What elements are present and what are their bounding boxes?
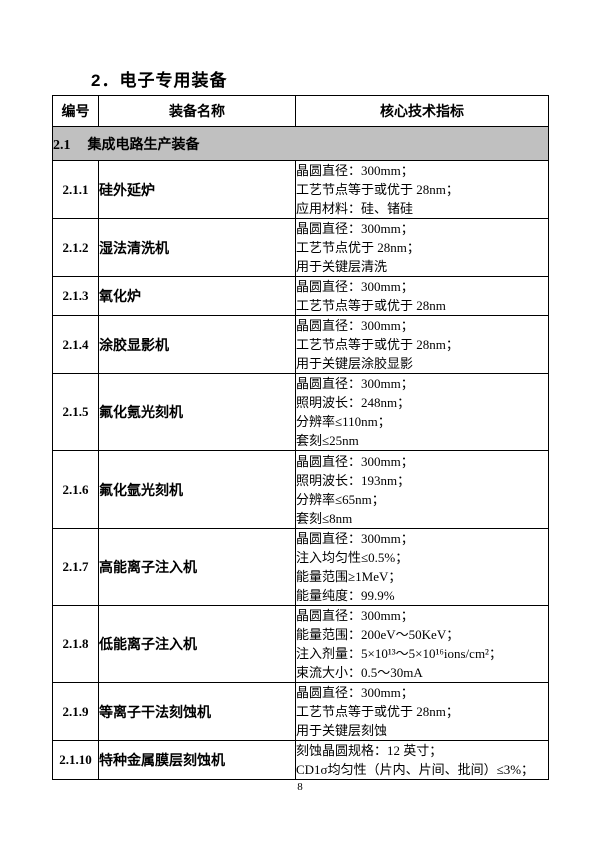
spec-line: 晶圆直径：300mm；	[296, 221, 414, 236]
row-id: 2.1.4	[52, 315, 99, 374]
spec-cell: 晶圆直径：300mm； 工艺节点等于或优于 28nm	[295, 276, 549, 316]
spec-line: 应用材料：硅、锗硅	[296, 201, 414, 216]
spec-cell: 晶圆直径：300mm； 工艺节点等于或优于 28nm； 应用材料：硅、锗硅	[295, 160, 549, 219]
spec-line: 工艺节点优于 28nm；	[296, 240, 420, 255]
spec-line: 分辨率≤65nm；	[296, 491, 385, 507]
spec-line: 能量纯度：99.9%	[296, 588, 395, 603]
spec-cell: 晶圆直径：300mm； 注入均匀性≤0.5%； 能量范围≥1MeV； 能量纯度：…	[295, 528, 549, 606]
spec-line: 工艺节点等于或优于 28nm；	[296, 704, 459, 719]
equipment-name: 低能离子注入机	[98, 605, 296, 683]
spec-line: 用于关键层涂胶显影	[296, 356, 414, 371]
row-id: 2.1.8	[52, 605, 99, 683]
spec-line: 刻蚀晶圆规格：12 英寸；	[296, 743, 443, 758]
equipment-name: 硅外延炉	[98, 160, 296, 219]
table-row: 2.1.7 高能离子注入机 晶圆直径：300mm； 注入均匀性≤0.5%； 能量…	[52, 528, 549, 606]
table-row: 2.1.8 低能离子注入机 晶圆直径：300mm； 能量范围：200eV～50K…	[52, 605, 549, 683]
column-header-name: 装备名称	[98, 95, 296, 127]
spec-line: 套刻≤8nm	[296, 510, 353, 526]
section-label: 集成电路生产装备	[87, 135, 200, 152]
table-row: 2.1.2 湿法清洗机 晶圆直径：300mm； 工艺节点优于 28nm； 用于关…	[52, 218, 549, 277]
row-id: 2.1.1	[52, 160, 99, 219]
spec-line: 用于关键层刻蚀	[296, 723, 388, 738]
spec-line: 工艺节点等于或优于 28nm	[296, 298, 446, 313]
equipment-name: 高能离子注入机	[98, 528, 296, 606]
equipment-table: 编号 装备名称 核心技术指标 2.1 集成电路生产装备 2.1.1 硅外延炉 晶圆…	[52, 95, 549, 780]
spec-line: 晶圆直径：300mm；	[296, 163, 414, 178]
spec-line: 工艺节点等于或优于 28nm；	[296, 337, 459, 352]
spec-cell: 晶圆直径：300mm； 照明波长：193nm； 分辨率≤65nm； 套刻≤8nm	[295, 450, 549, 529]
equipment-name: 特种金属膜层刻蚀机	[98, 740, 296, 780]
row-id: 2.1.3	[52, 276, 99, 316]
table-row: 2.1.6 氟化氩光刻机 晶圆直径：300mm； 照明波长：193nm； 分辨率…	[52, 450, 549, 529]
table-header-row: 编号 装备名称 核心技术指标	[52, 95, 549, 127]
spec-line: CD1σ均匀性（片内、片间、批间）≤3%；	[296, 762, 535, 777]
spec-line: 晶圆直径：300mm；	[296, 453, 414, 469]
spec-cell: 刻蚀晶圆规格：12 英寸； CD1σ均匀性（片内、片间、批间）≤3%；	[295, 740, 549, 780]
equipment-name: 氟化氪光刻机	[98, 373, 296, 451]
spec-line: 注入剂量：5×10¹³～5×10¹⁶ions/cm²；	[296, 646, 502, 661]
spec-line: 套刻≤25nm	[296, 433, 359, 448]
section-cell: 2.1 集成电路生产装备	[52, 126, 549, 161]
spec-line: 能量范围≥1MeV；	[296, 569, 402, 584]
spec-line: 束流大小：0.5～30mA	[296, 665, 423, 680]
row-id: 2.1.10	[52, 740, 99, 780]
spec-line: 晶圆直径：300mm；	[296, 608, 414, 623]
row-id: 2.1.9	[52, 682, 99, 741]
spec-line: 晶圆直径：300mm；	[296, 685, 414, 700]
section-id: 2.1	[53, 137, 71, 153]
table-row: 2.1.3 氧化炉 晶圆直径：300mm； 工艺节点等于或优于 28nm	[52, 276, 549, 316]
spec-cell: 晶圆直径：300mm； 工艺节点等于或优于 28nm； 用于关键层刻蚀	[295, 682, 549, 741]
row-id: 2.1.6	[52, 450, 99, 529]
row-id: 2.1.5	[52, 373, 99, 451]
equipment-name: 湿法清洗机	[98, 218, 296, 277]
spec-cell: 晶圆直径：300mm； 工艺节点等于或优于 28nm； 用于关键层涂胶显影	[295, 315, 549, 374]
column-header-specs: 核心技术指标	[295, 95, 549, 127]
spec-line: 用于关键层清洗	[296, 259, 388, 274]
row-id: 2.1.2	[52, 218, 99, 277]
spec-line: 注入均匀性≤0.5%；	[296, 550, 409, 565]
table-row: 2.1.4 涂胶显影机 晶圆直径：300mm； 工艺节点等于或优于 28nm； …	[52, 315, 549, 374]
column-header-id: 编号	[52, 95, 99, 127]
section-row: 2.1 集成电路生产装备	[52, 126, 549, 161]
spec-line: 晶圆直径：300mm；	[296, 279, 414, 294]
spec-line: 分辨率≤110nm；	[296, 414, 391, 429]
spec-cell: 晶圆直径：300mm； 能量范围：200eV～50KeV； 注入剂量：5×10¹…	[295, 605, 549, 683]
equipment-name: 氧化炉	[98, 276, 296, 316]
spec-line: 照明波长：193nm；	[296, 472, 411, 488]
table-row: 2.1.1 硅外延炉 晶圆直径：300mm； 工艺节点等于或优于 28nm； 应…	[52, 160, 549, 219]
spec-line: 晶圆直径：300mm；	[296, 318, 414, 333]
spec-cell: 晶圆直径：300mm； 工艺节点优于 28nm； 用于关键层清洗	[295, 218, 549, 277]
table-row: 2.1.9 等离子干法刻蚀机 晶圆直径：300mm； 工艺节点等于或优于 28n…	[52, 682, 549, 741]
spec-line: 晶圆直径：300mm；	[296, 531, 414, 546]
spec-cell: 晶圆直径：300mm； 照明波长：248nm； 分辨率≤110nm； 套刻≤25…	[295, 373, 549, 451]
spec-line: 能量范围：200eV～50KeV；	[296, 627, 460, 642]
equipment-name: 等离子干法刻蚀机	[98, 682, 296, 741]
spec-line: 工艺节点等于或优于 28nm；	[296, 182, 459, 197]
spec-line: 照明波长：248nm；	[296, 395, 411, 410]
spec-line: 晶圆直径：300mm；	[296, 376, 414, 391]
equipment-name: 氟化氩光刻机	[98, 450, 296, 529]
row-id: 2.1.7	[52, 528, 99, 606]
page-number: 8	[297, 781, 303, 793]
equipment-name: 涂胶显影机	[98, 315, 296, 374]
table-row: 2.1.10 特种金属膜层刻蚀机 刻蚀晶圆规格：12 英寸； CD1σ均匀性（片…	[52, 740, 549, 780]
table-row: 2.1.5 氟化氪光刻机 晶圆直径：300mm； 照明波长：248nm； 分辨率…	[52, 373, 549, 451]
page-title: 2．电子专用装备	[91, 71, 228, 90]
